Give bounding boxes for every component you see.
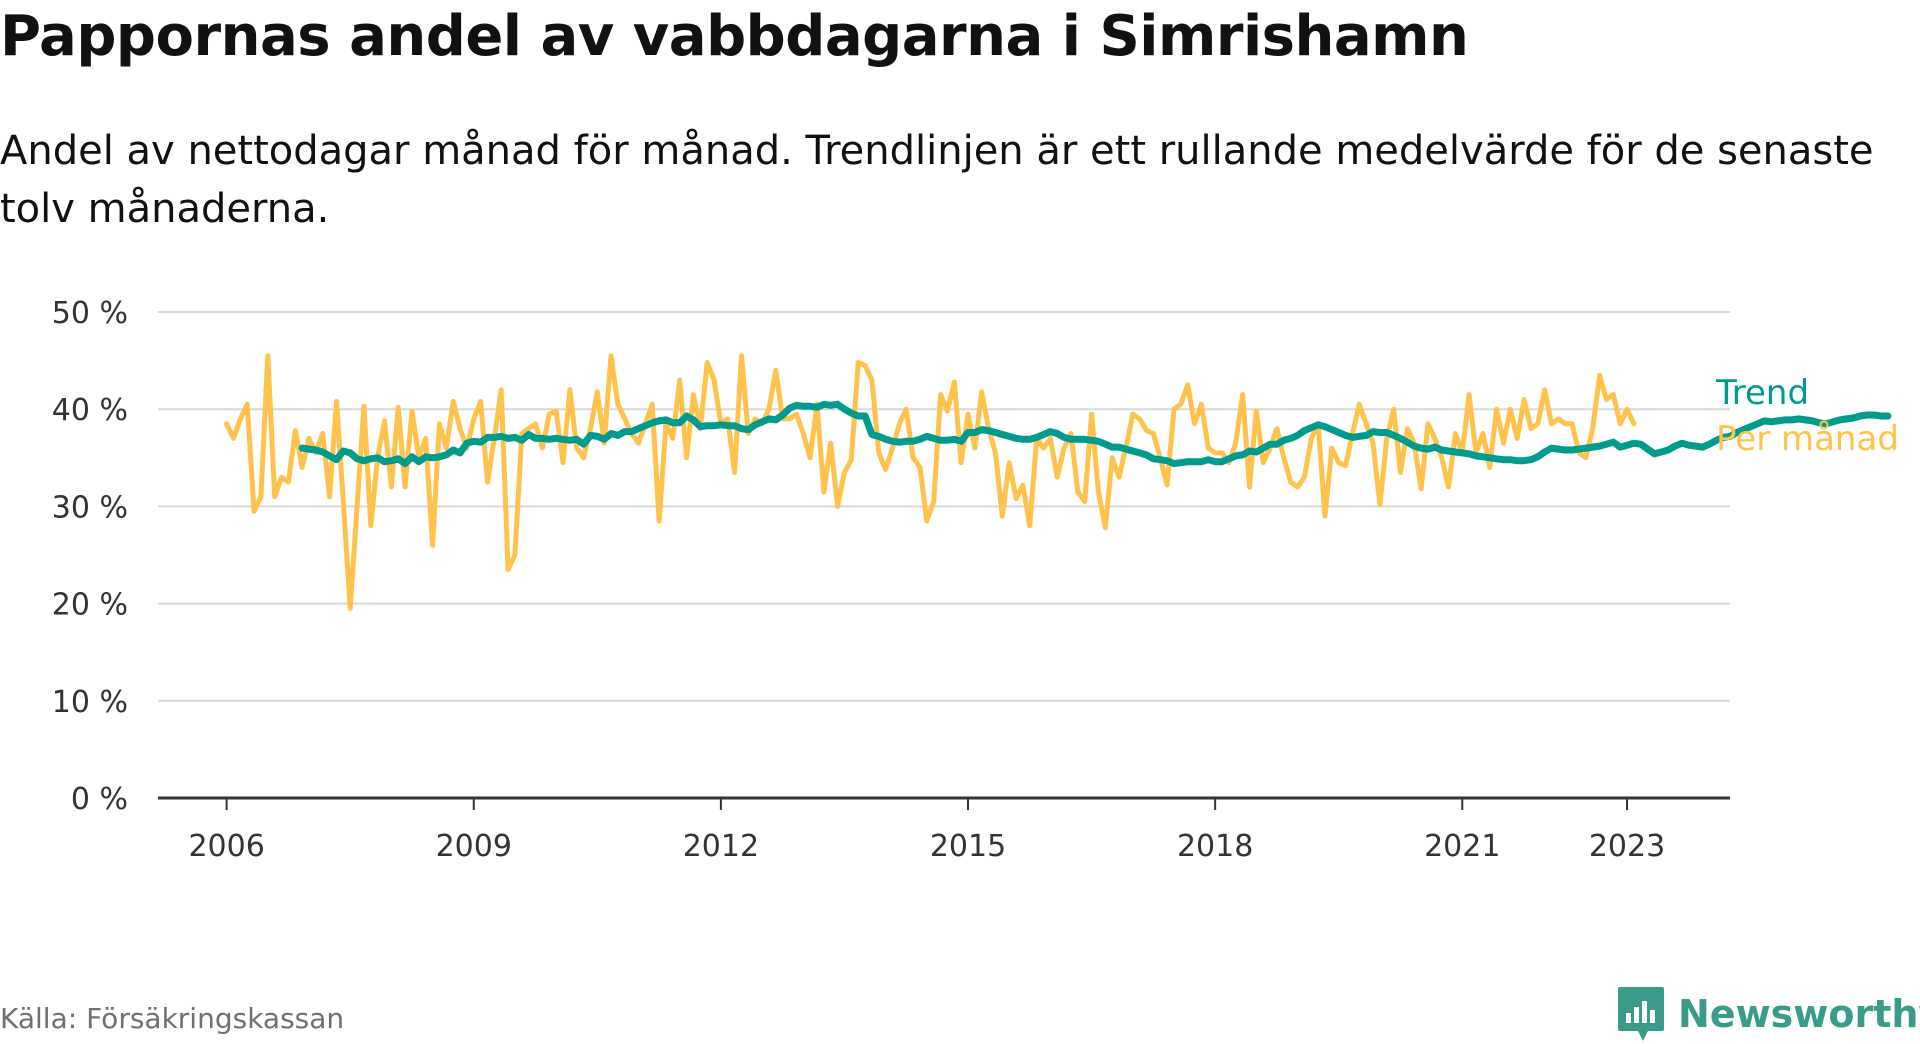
chart-subtitle: Andel av nettodagar månad för månad. Tre… [0,128,1874,232]
y-axis: 0 % 10 % 20 % 30 % 40 % 50 % [52,296,128,817]
series-lines [224,353,1892,611]
y-tick-label: 10 % [52,685,128,720]
y-tick-label: 20 % [52,588,128,623]
y-tick-label: 30 % [52,490,128,525]
legend-label-monthly: Per månad [1716,419,1899,459]
x-tick-label: 2012 [683,829,759,864]
x-tick-label: 2021 [1424,829,1500,864]
x-tick-label: 2009 [436,829,512,864]
legend: Trend Per månad [1715,373,1899,459]
x-tick-label: 2006 [188,829,264,864]
source-note: Källa: Försäkringskassan [0,1002,345,1035]
y-tick-label: 50 % [52,296,128,331]
gridlines [158,311,1730,702]
x-tick-label: 2023 [1589,829,1665,864]
x-axis: 2006 2009 2012 2015 2018 2021 2023 [158,796,1730,864]
y-tick-label: 0 % [71,782,128,817]
brand-name: Newsworthy [1678,992,1920,1036]
x-tick-label: 2015 [930,829,1006,864]
trend-line [298,400,1892,468]
bar-chart-speech-bubble-icon [1618,987,1664,1041]
chart-title: Pappornas andel av vabbdagarna i Simrish… [0,4,1469,69]
monthly-line [224,353,1637,611]
y-tick-label: 40 % [52,393,128,428]
brand-logo[interactable]: Newsworthy [1616,984,1920,1044]
legend-label-trend: Trend [1715,373,1809,413]
x-tick-label: 2018 [1177,829,1253,864]
